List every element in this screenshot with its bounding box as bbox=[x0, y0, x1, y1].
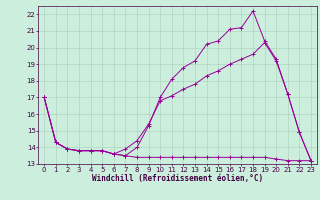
X-axis label: Windchill (Refroidissement éolien,°C): Windchill (Refroidissement éolien,°C) bbox=[92, 174, 263, 183]
